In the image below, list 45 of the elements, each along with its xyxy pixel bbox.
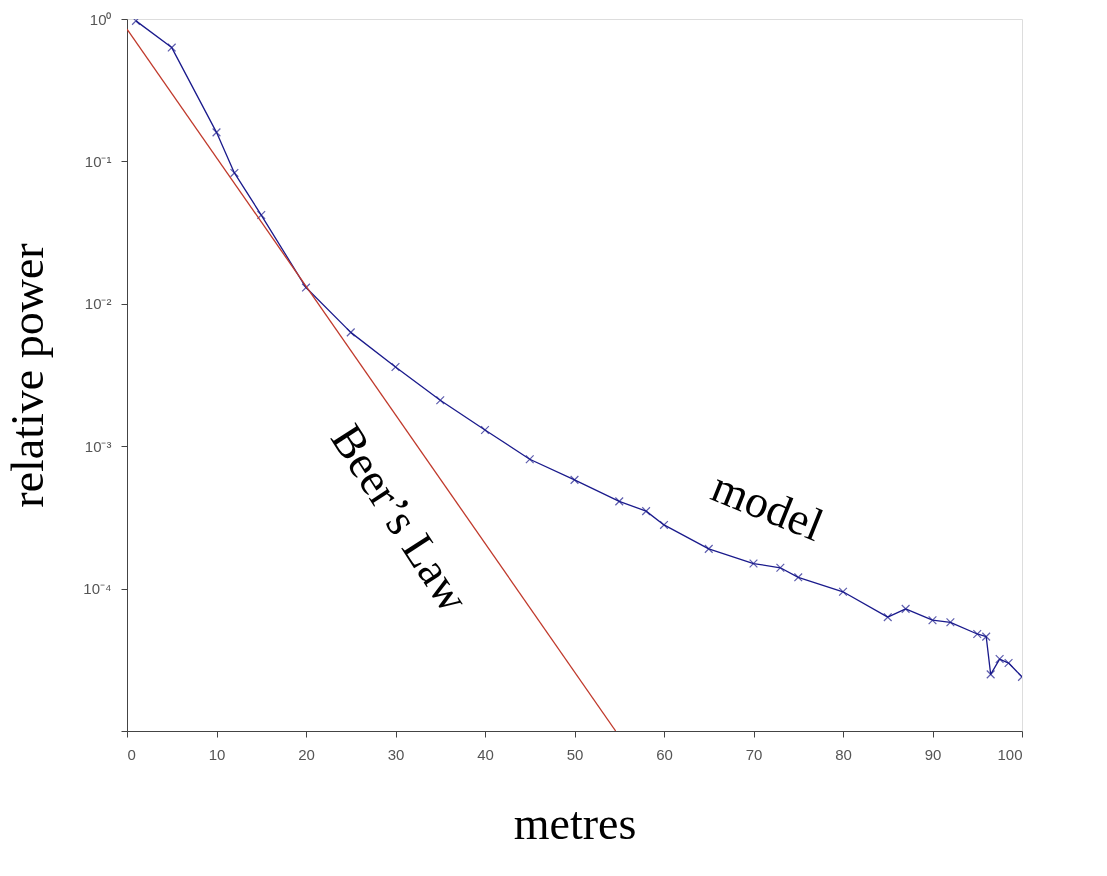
point [995, 654, 1005, 664]
x-tick-label: 50 [566, 745, 584, 763]
y-tick-label: 10⁻² [84, 295, 112, 313]
point [525, 454, 535, 464]
x-tick-label: 0 [127, 745, 136, 763]
x-tick-label: 90 [924, 745, 942, 763]
point [256, 210, 266, 220]
point [641, 506, 651, 516]
point [659, 520, 669, 530]
x-tick-label: 100 [997, 745, 1023, 763]
x-tick-label: 20 [298, 745, 315, 763]
point [435, 395, 445, 405]
point [883, 612, 893, 622]
point [391, 362, 400, 372]
point [945, 617, 955, 627]
point [1004, 658, 1014, 668]
y-axis-title: relative power [2, 243, 54, 508]
x-axis-title: metres [513, 797, 637, 849]
y-tick-label: 10⁻¹ [84, 152, 112, 170]
point [749, 559, 758, 568]
y-tick-label: 10⁻⁴ [83, 580, 112, 598]
point [212, 127, 221, 137]
point [838, 587, 848, 597]
point [480, 425, 490, 435]
x-tick-label: 40 [477, 745, 494, 763]
point [570, 475, 579, 485]
point [901, 604, 911, 614]
point [301, 283, 311, 293]
x-tick-label: 70 [745, 745, 763, 763]
x-tick-label: 30 [387, 745, 405, 763]
point [928, 615, 937, 625]
point [793, 572, 803, 582]
annotation: model [704, 460, 831, 551]
y-tick-label: 10⁰ [89, 10, 112, 28]
point [167, 43, 177, 53]
point [346, 327, 356, 337]
point [614, 496, 624, 506]
x-tick-label: 10 [208, 745, 226, 763]
point [704, 544, 714, 554]
y-tick-label: 10⁻³ [84, 437, 112, 455]
point [775, 563, 785, 573]
point [986, 669, 996, 679]
x-tick-label: 60 [656, 745, 673, 763]
point [229, 168, 239, 178]
x-tick-label: 80 [835, 745, 852, 763]
